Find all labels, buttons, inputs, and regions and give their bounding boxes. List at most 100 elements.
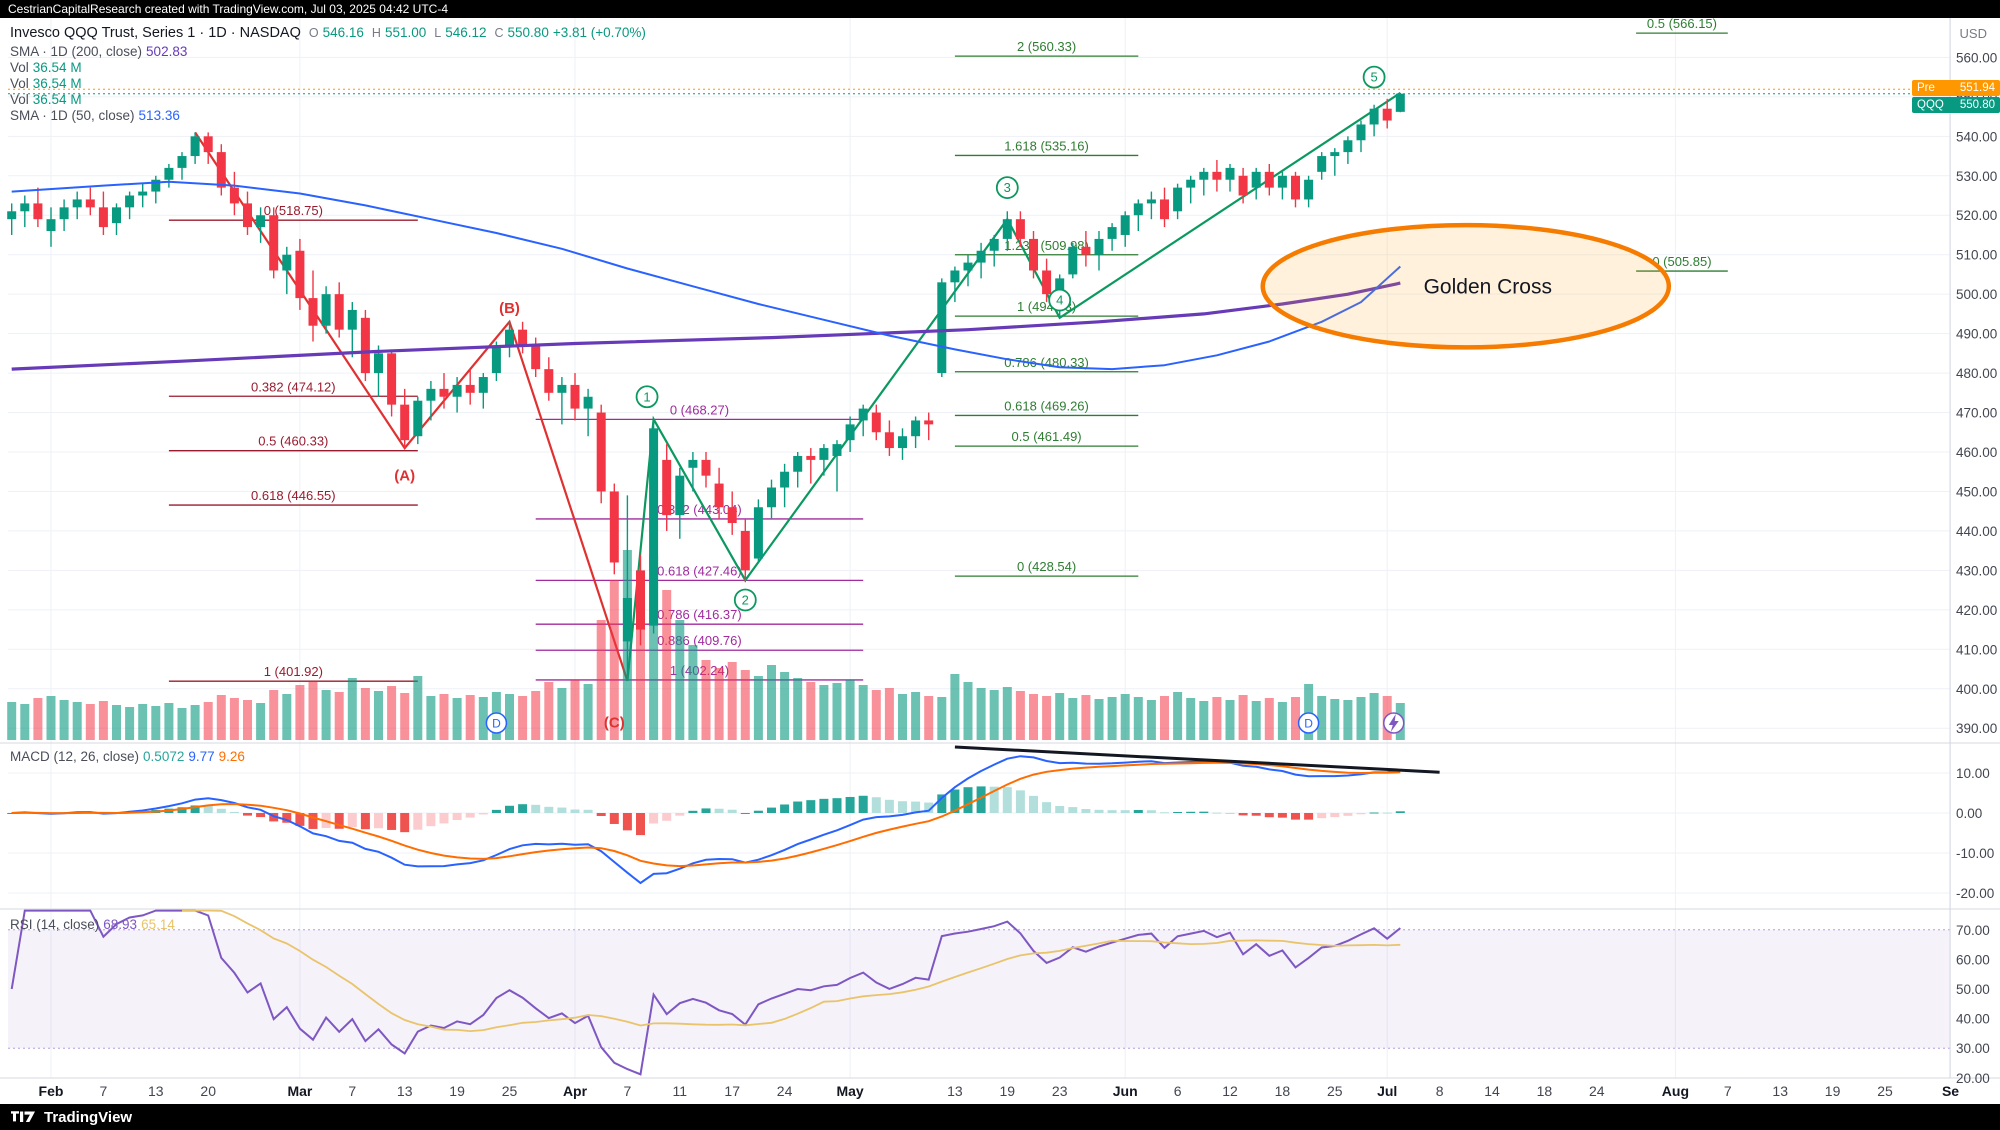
time-tick-label: 17 xyxy=(724,1083,740,1099)
fib-level-label: 1 (402.24) xyxy=(670,663,729,678)
wave-letter-label: (C) xyxy=(604,714,625,731)
rsi-band xyxy=(8,929,1950,1049)
volume-value: 36.54 M xyxy=(32,59,82,75)
macd-tick-label: -20.00 xyxy=(1956,886,1994,901)
close-label: C xyxy=(494,25,504,40)
rsi-legend-row[interactable]: RSI (14, close) 68.93 65.14 xyxy=(10,916,175,932)
last-tag-label: QQQ xyxy=(1917,99,1944,111)
fib-level-label: 0.382 (474.12) xyxy=(251,379,336,394)
volume-legend-row[interactable]: Vol 36.54 M xyxy=(10,75,646,91)
last-tag-value: 550.80 xyxy=(1959,99,1995,111)
price-tick-label: 460.00 xyxy=(1956,445,1997,460)
close-value: 550.80 xyxy=(507,25,549,40)
main-legend: Invesco QQQ Trust, Series 1 · 1D · NASDA… xyxy=(10,22,646,123)
rsi-label: RSI (14, close) xyxy=(10,916,100,932)
last-price-tag[interactable]: QQQ 550.80 xyxy=(1912,97,2000,113)
dividend-marker xyxy=(1297,712,1320,734)
time-tick-label: 24 xyxy=(1589,1083,1605,1099)
fib-level-label: 1 (401.92) xyxy=(264,664,323,679)
time-tick-label: 18 xyxy=(1537,1083,1553,1099)
time-tick-label: Mar xyxy=(287,1083,312,1099)
macd-line-value: 9.77 xyxy=(188,748,215,764)
golden-cross-label: Golden Cross xyxy=(1424,275,1552,298)
wave-number-label: 2 xyxy=(742,592,749,607)
macd-signal-value: 9.26 xyxy=(218,748,245,764)
time-tick-label: 20 xyxy=(200,1083,216,1099)
macd-tick-label: 0.00 xyxy=(1956,806,1982,821)
moving-averages[interactable] xyxy=(11,180,1401,371)
grid-lines xyxy=(8,18,1951,1078)
rsi-ma-value: 65.14 xyxy=(141,916,175,932)
sma200-legend-row[interactable]: SMA · 1D (200, close) 502.83 xyxy=(10,43,646,59)
macd-legend: MACD (12, 26, close) 0.5072 9.77 9.26 xyxy=(10,748,245,764)
time-tick-label: Jun xyxy=(1113,1083,1138,1099)
currency-label[interactable]: USD xyxy=(1959,26,1987,41)
wave-number-circle xyxy=(1048,288,1072,312)
time-tick-label: 13 xyxy=(148,1083,164,1099)
golden-cross-ellipse xyxy=(1260,222,1672,350)
rsi-ma-line xyxy=(182,909,1401,1033)
fib-level-label: 1.618 (535.16) xyxy=(1004,138,1089,153)
time-tick-label: 19 xyxy=(1000,1083,1016,1099)
price-tick-label: 520.00 xyxy=(1956,208,1997,223)
volume-legend-row[interactable]: Vol 36.54 M xyxy=(10,59,646,75)
sma200-value: 502.83 xyxy=(146,43,188,59)
macd-signal-line xyxy=(11,761,1401,868)
volume-legend-row[interactable]: Vol 36.54 M xyxy=(10,91,646,107)
wave-number-label: 5 xyxy=(1370,70,1377,85)
time-tick-label: 12 xyxy=(1222,1083,1238,1099)
wave-number-label: 3 xyxy=(1004,180,1011,195)
time-tick-label: 13 xyxy=(1772,1083,1788,1099)
volume-label: Vol xyxy=(10,75,29,91)
price-tick-label: 510.00 xyxy=(1956,248,1997,263)
time-tick-label: Aug xyxy=(1662,1083,1689,1099)
symbol-title: Invesco QQQ Trust, Series 1 · 1D · NASDA… xyxy=(10,24,301,41)
fib-level-label: 0.618 (469.26) xyxy=(1004,398,1089,413)
volume-label: Vol xyxy=(10,59,29,75)
price-tick-label: 420.00 xyxy=(1956,603,1997,618)
time-tick-label: 14 xyxy=(1484,1083,1500,1099)
pre-tag-value: 551.94 xyxy=(1959,82,1995,94)
fib-level-label: 0.5 (461.49) xyxy=(1012,429,1082,444)
sma50-value: 513.36 xyxy=(138,107,180,123)
macd-hist-value: 0.5072 xyxy=(143,748,185,764)
tradingview-brand[interactable]: TradingView xyxy=(44,1108,133,1126)
price-tick-label: 490.00 xyxy=(1956,327,1997,342)
golden-cross-annotation[interactable]: Golden Cross xyxy=(1260,222,1672,350)
symbol-row[interactable]: Invesco QQQ Trust, Series 1 · 1D · NASDA… xyxy=(10,22,646,43)
rsi-pane[interactable] xyxy=(10,909,1401,1076)
elliott-wave-lines[interactable] xyxy=(194,91,1401,682)
wave-labels[interactable]: (A) (B) (C) 1 2 3 4 5 xyxy=(394,65,1386,732)
pre-market-price-tag[interactable]: Pre 551.94 xyxy=(1912,80,2000,96)
high-label: H xyxy=(371,25,381,40)
high-value: 551.00 xyxy=(384,25,427,40)
time-tick-label: 18 xyxy=(1275,1083,1291,1099)
macd-trendline xyxy=(954,745,1440,774)
rsi-value: 68.93 xyxy=(103,916,138,932)
tradingview-logo-icon[interactable] xyxy=(10,1109,36,1125)
time-tick-label: 8 xyxy=(1436,1083,1444,1099)
wave-number-circle xyxy=(635,385,659,409)
time-tick-label: 13 xyxy=(397,1083,413,1099)
fib-level-label: 0.786 (416.37) xyxy=(657,607,742,622)
rsi-tick-label: 30.00 xyxy=(1956,1041,1990,1056)
macd-pane[interactable] xyxy=(7,745,1440,885)
rsi-legend: RSI (14, close) 68.93 65.14 xyxy=(10,916,175,932)
open-value: 546.16 xyxy=(322,25,364,40)
price-tick-label: 480.00 xyxy=(1956,366,1997,381)
rsi-tick-label: 70.00 xyxy=(1956,923,1990,938)
open-label: O xyxy=(308,25,319,40)
rsi-tick-label: 60.00 xyxy=(1956,952,1990,967)
price-tick-label: 450.00 xyxy=(1956,484,1997,499)
fib-levels[interactable]: 0 (518.75) 0.382 (474.12) 0.5 (460.33) 0.61… xyxy=(168,16,1728,682)
dividend-marker-letter: D xyxy=(492,717,501,731)
change-value: +3.81 (+0.70%) xyxy=(552,25,646,40)
sma50-legend-row[interactable]: SMA · 1D (50, close) 513.36 xyxy=(10,107,646,123)
price-tick-label: 440.00 xyxy=(1956,524,1997,539)
time-tick-label: 25 xyxy=(1877,1083,1893,1099)
time-tick-label: 7 xyxy=(624,1083,632,1099)
candlesticks xyxy=(7,92,1405,681)
macd-legend-row[interactable]: MACD (12, 26, close) 0.5072 9.77 9.26 xyxy=(10,748,245,764)
